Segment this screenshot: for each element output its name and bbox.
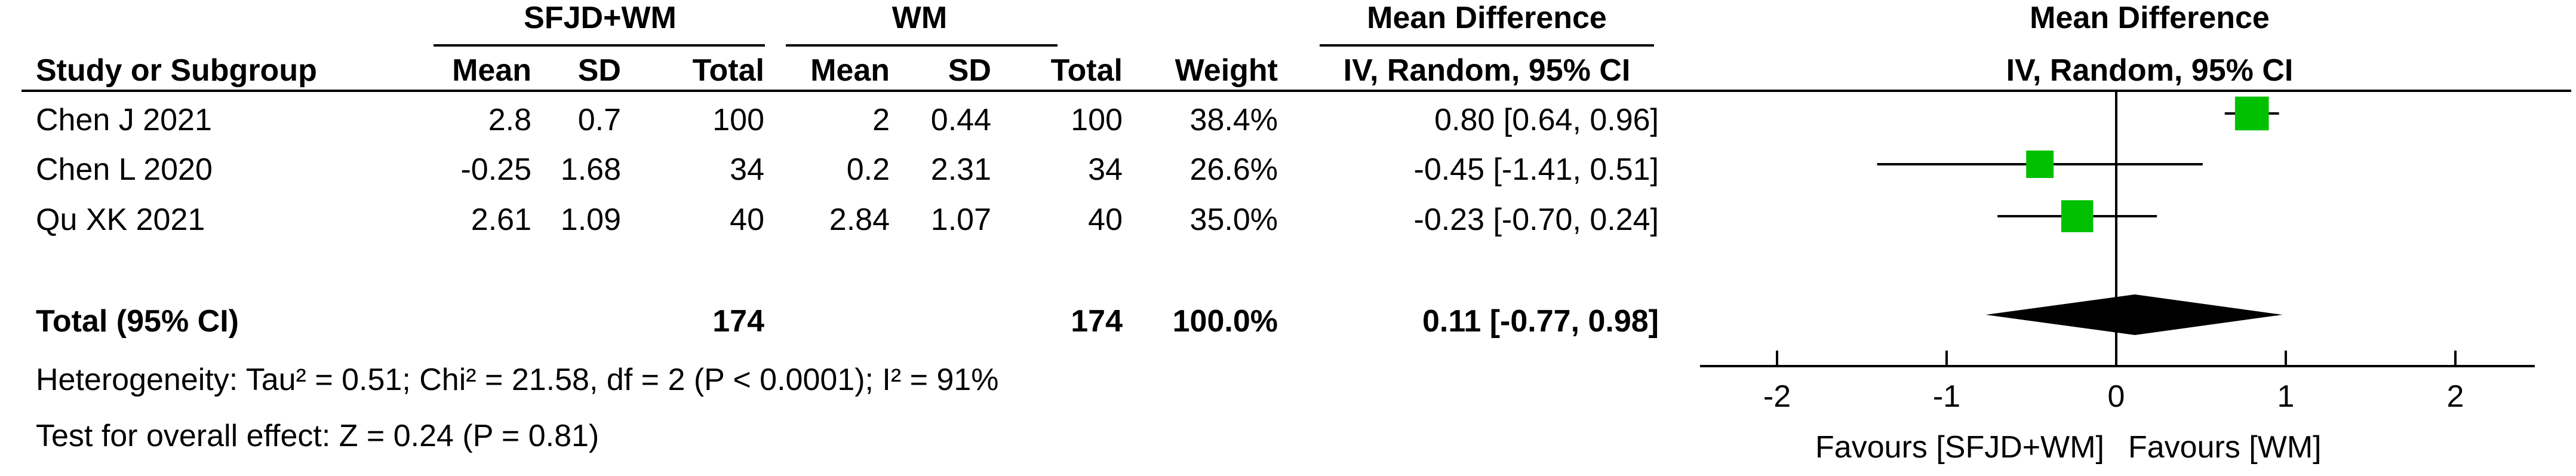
- x-tick-label: 2: [2447, 379, 2464, 414]
- forest-plot-text: -2 -1 0 1 2 Favours [SFJD+WM] Favours [WM]: [1763, 379, 2464, 465]
- total1-value: 40: [730, 202, 764, 237]
- ci-value: -0.23 [-0.70, 0.24]: [1413, 202, 1659, 237]
- study-name: Chen J 2021: [36, 103, 212, 137]
- study-name: Qu XK 2021: [36, 202, 205, 237]
- col-mean1: Mean: [452, 53, 531, 88]
- forest-plot-marks: [1985, 96, 2283, 335]
- heterogeneity-text: Heterogeneity: Tau² = 0.51; Chi² = 21.58…: [36, 363, 999, 397]
- col-sd1: SD: [577, 53, 621, 88]
- mean2-value: 2: [872, 103, 890, 137]
- group2-underline: [786, 44, 1058, 47]
- sd1-value: 0.7: [577, 103, 621, 137]
- mean1-value: 2.61: [471, 202, 531, 237]
- x-tick-label: 0: [2108, 379, 2125, 414]
- col-effect: IV, Random, 95% CI: [1343, 53, 1631, 88]
- plot-title: Mean Difference: [2030, 1, 2270, 35]
- total2-value: 40: [1088, 202, 1123, 237]
- sd2-value: 0.44: [930, 103, 991, 137]
- mean2-value: 2.84: [829, 202, 890, 237]
- study-square: [2234, 96, 2269, 131]
- x-tick-label: -2: [1763, 379, 1791, 414]
- col-weight: Weight: [1175, 53, 1278, 88]
- total-weight: 100.0%: [1172, 304, 1278, 339]
- col-total1: Total: [692, 53, 764, 88]
- ci-value: 0.80 [0.64, 0.96]: [1434, 103, 1659, 137]
- total2-sum: 174: [1071, 304, 1123, 339]
- mean2-value: 0.2: [846, 152, 890, 187]
- sd1-value: 1.68: [560, 152, 621, 187]
- total1-sum: 174: [712, 304, 764, 339]
- col-sd2: SD: [948, 53, 991, 88]
- ci-value: -0.45 [-1.41, 0.51]: [1413, 152, 1659, 187]
- pooled-diamond: [1985, 294, 2283, 335]
- total2-value: 34: [1088, 152, 1123, 187]
- weight-value: 38.4%: [1189, 103, 1278, 137]
- study-square: [2061, 200, 2094, 232]
- weight-value: 35.0%: [1189, 202, 1278, 237]
- col-plot: IV, Random, 95% CI: [2006, 53, 2294, 88]
- mean1-value: -0.25: [460, 152, 531, 187]
- sd2-value: 2.31: [930, 152, 991, 187]
- weight-value: 26.6%: [1189, 152, 1278, 187]
- x-tick-label: -1: [1933, 379, 1960, 414]
- col-total2: Total: [1050, 53, 1123, 88]
- group1-underline: [434, 44, 765, 47]
- effect-title: Mean Difference: [1367, 1, 1607, 35]
- header-separator: [21, 90, 2571, 92]
- study-square: [2026, 151, 2054, 178]
- col-study: Study or Subgroup: [36, 53, 317, 88]
- group1-header: SFJD+WM: [524, 1, 677, 35]
- total2-value: 100: [1071, 103, 1123, 137]
- sd1-value: 1.09: [560, 202, 621, 237]
- total-ci: 0.11 [-0.77, 0.98]: [1422, 304, 1659, 339]
- favours-right-label: Favours [WM]: [2128, 430, 2322, 465]
- total1-value: 34: [730, 152, 764, 187]
- sd2-value: 1.07: [930, 202, 991, 237]
- x-tick-label: 1: [2277, 379, 2295, 414]
- col-mean2: Mean: [810, 53, 890, 88]
- effect-underline: [1320, 44, 1654, 47]
- mean1-value: 2.8: [488, 103, 531, 137]
- total1-value: 100: [712, 103, 764, 137]
- group2-header: WM: [892, 1, 948, 35]
- total-label: Total (95% CI): [36, 304, 239, 339]
- study-name: Chen L 2020: [36, 152, 213, 187]
- overall-effect-text: Test for overall effect: Z = 0.24 (P = 0…: [36, 419, 600, 453]
- favours-left-label: Favours [SFJD+WM]: [1815, 430, 2104, 465]
